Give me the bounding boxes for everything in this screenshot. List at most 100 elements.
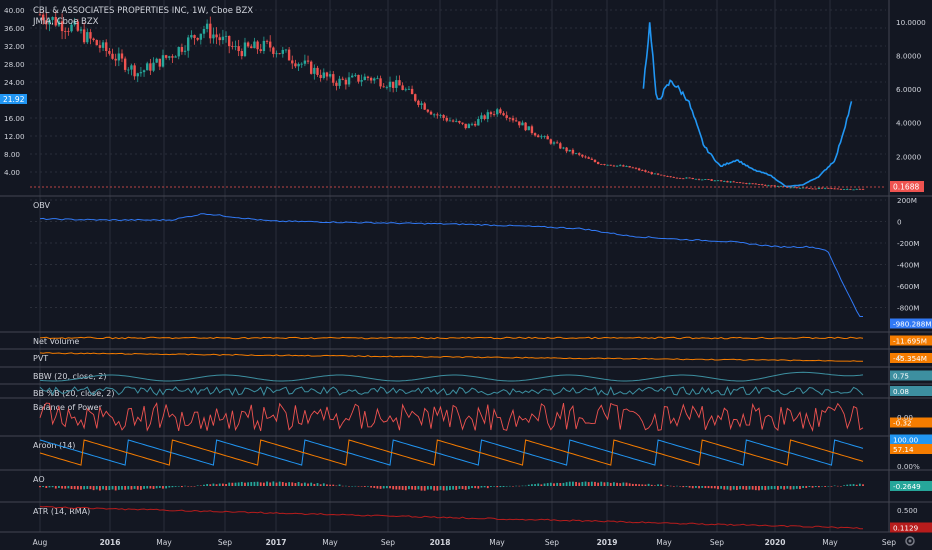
candle-body — [41, 14, 45, 21]
right-tick-label: 6.0000 — [896, 85, 922, 94]
candle-body — [508, 117, 512, 119]
candle-body — [707, 179, 710, 180]
pane-label-pvt: PVT — [33, 354, 48, 363]
candle-body — [127, 69, 130, 71]
ao-bar — [644, 484, 647, 486]
right-tick-label: 4.0000 — [896, 119, 922, 128]
ao-bar — [373, 486, 376, 488]
candle-body — [678, 177, 682, 179]
candle-body — [641, 170, 644, 172]
ao-bar — [464, 486, 467, 490]
candle-body — [432, 114, 436, 116]
ao-bar — [764, 486, 767, 491]
candle-body — [716, 180, 720, 182]
candle-body — [823, 187, 827, 189]
ao-bar — [776, 486, 779, 490]
ao-bar — [426, 486, 429, 490]
left-tick-label: 4.00 — [4, 168, 20, 177]
ao-bar — [840, 486, 842, 487]
ao-bar — [461, 486, 464, 490]
pane-tick-obv: -800M — [897, 304, 920, 313]
candle-body — [448, 120, 452, 122]
candle-body — [600, 164, 603, 165]
candle-body — [133, 65, 136, 77]
candle-body — [555, 142, 559, 144]
candle-body — [60, 21, 64, 32]
candle-body — [622, 165, 625, 167]
pane-tag-bop: -0.32 — [893, 419, 912, 428]
ao-bar — [39, 486, 41, 488]
ao-bar — [572, 481, 574, 486]
candle-body — [587, 157, 590, 159]
ao-bar — [108, 486, 111, 490]
ao-bar — [149, 486, 152, 489]
candle-body — [682, 178, 685, 180]
ao-bar — [559, 483, 562, 486]
ao-bar — [228, 482, 231, 486]
ao-bar — [471, 486, 473, 489]
candle-body — [792, 187, 795, 189]
ao-bar — [666, 485, 669, 486]
candle-body — [574, 153, 578, 155]
pane-tag-bbw: 0.75 — [893, 372, 909, 381]
candle-body — [139, 72, 143, 74]
time-axis-label: May — [322, 538, 338, 547]
candle-body — [319, 74, 322, 78]
ao-bar — [285, 482, 287, 486]
pane-tick-obv: 200M — [897, 196, 917, 205]
ao-bar — [206, 484, 209, 486]
candle-body — [158, 58, 162, 67]
ao-bar — [237, 482, 240, 486]
ao-bar — [862, 484, 864, 486]
candle-body — [215, 34, 218, 38]
candle-body — [253, 41, 256, 49]
candle-body — [505, 115, 508, 118]
pane-label-bbpb: BB %B (20, close, 2) — [33, 389, 114, 398]
candle-body — [218, 37, 221, 41]
candle-body — [805, 187, 808, 189]
candle-body — [757, 184, 761, 185]
ao-bar — [114, 486, 117, 491]
ao-bar — [490, 486, 492, 487]
ao-bar — [168, 486, 171, 488]
candle-body — [410, 88, 414, 95]
pane-tag-bg-bop — [890, 417, 932, 428]
left-tick-label: 36.00 — [4, 24, 25, 33]
candle-body — [423, 103, 426, 110]
candle-body — [861, 189, 865, 190]
candle-body — [237, 46, 240, 52]
ao-bar — [89, 486, 92, 490]
ao-bar — [70, 486, 73, 490]
candle-body — [316, 67, 319, 75]
candle-body — [243, 42, 247, 57]
candle-body — [391, 81, 395, 88]
settings-icon[interactable] — [905, 536, 915, 546]
left-price-tag-bg — [0, 94, 27, 104]
time-axis-label: Sep — [882, 538, 896, 547]
candle-body — [373, 78, 376, 81]
candle-body — [549, 139, 553, 144]
candle-body — [511, 118, 515, 121]
candle-body — [729, 181, 732, 183]
candle-body — [470, 123, 474, 125]
candle-body — [811, 188, 814, 190]
time-axis-label: Sep — [545, 538, 559, 547]
ao-bar — [307, 483, 309, 486]
aroon-down-line — [39, 439, 864, 466]
pane-tag-bg-ao — [890, 481, 932, 491]
ao-bar — [256, 481, 259, 486]
candle-body — [609, 164, 612, 166]
ao-bar — [635, 483, 637, 486]
candle-body — [704, 179, 707, 180]
candle-body — [360, 80, 363, 82]
ao-bar — [486, 486, 489, 489]
candle-body — [584, 156, 587, 158]
candlestick-series — [38, 9, 865, 191]
pane-label-netvol: Net Volume — [33, 337, 79, 346]
ao-bar — [184, 485, 186, 487]
candle-body — [606, 164, 609, 166]
candle-body — [530, 126, 534, 134]
ao-bar — [225, 483, 227, 486]
